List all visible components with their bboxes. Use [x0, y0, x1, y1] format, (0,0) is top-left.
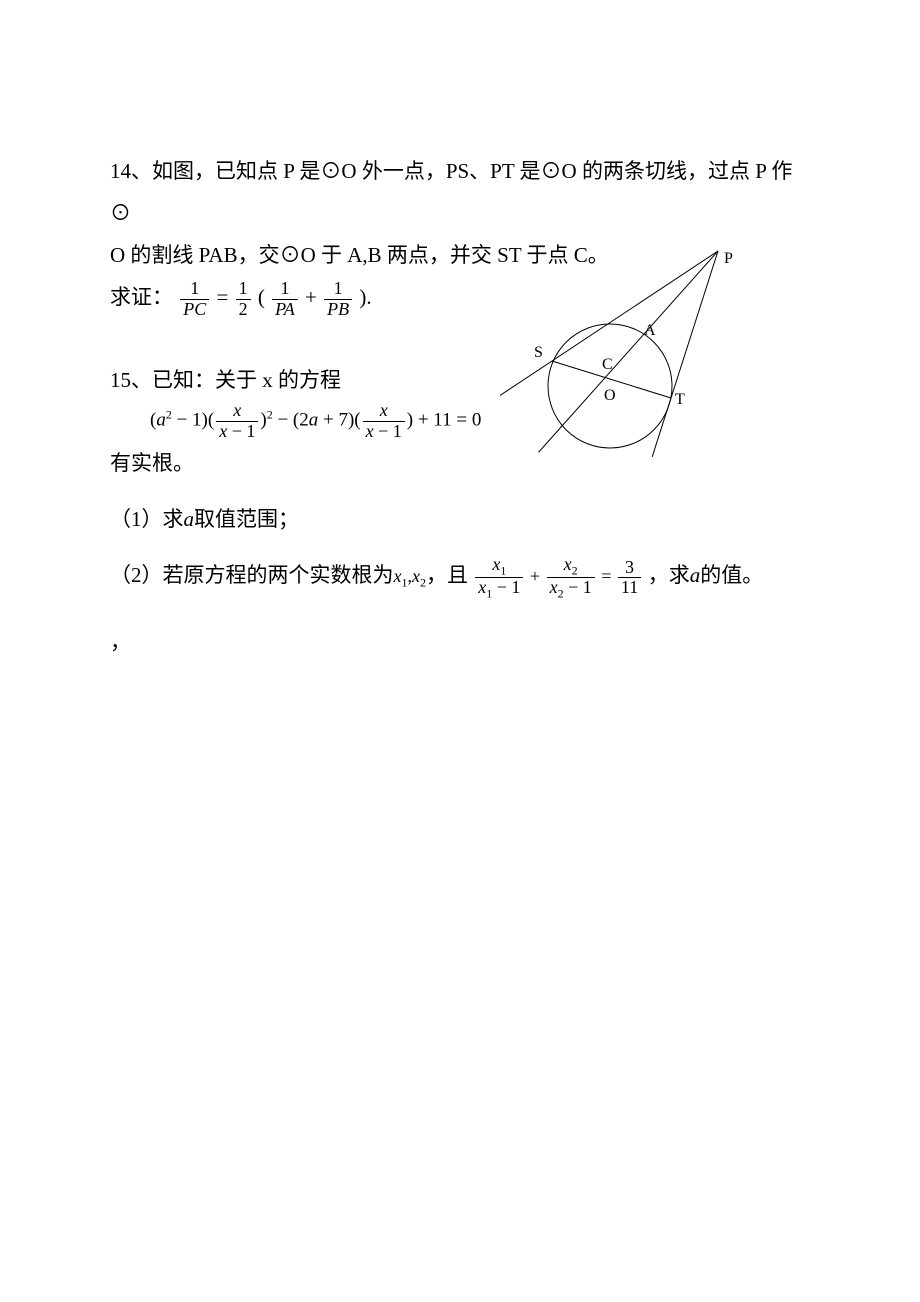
- frac-1-pc: 1PC: [180, 279, 209, 320]
- svg-text:S: S: [534, 344, 543, 361]
- q15-part2: （2）若原方程的两个实数根为x1,x2，且 x1x1 − 1 + x2x2 − …: [110, 554, 810, 601]
- frac-1-pb: 1PB: [324, 279, 352, 320]
- svg-text:P: P: [724, 250, 733, 267]
- q15-part1: （1）求a取值范围；: [110, 498, 810, 540]
- q14-line1: 14、如图，已知点 P 是⊙O 外一点，PS、PT 是⊙O 的两条切线，过点 P…: [110, 150, 810, 234]
- q14-num: 14、: [110, 159, 152, 183]
- frac-1-pa: 1PA: [272, 279, 298, 320]
- svg-text:O: O: [604, 387, 616, 404]
- svg-text:T: T: [675, 391, 685, 408]
- q14: 14、如图，已知点 P 是⊙O 外一点，PS、PT 是⊙O 的两条切线，过点 P…: [110, 150, 810, 319]
- svg-text:C: C: [602, 356, 613, 373]
- q15-text1: 已知：关于 x 的方程: [152, 368, 341, 392]
- q14-prove-row: 求证： 1PC = 12 ( 1PA + 1PB ). PSTACO: [110, 276, 810, 319]
- q14-diagram: P S T A CO: [500, 246, 750, 466]
- q14-prove-label: 求证：: [110, 285, 173, 309]
- frac-1-2: 12: [236, 279, 251, 320]
- q14-text1: 如图，已知点 P 是⊙O 外一点，PS、PT 是⊙O 的两条切线，过点 P 作⊙: [110, 159, 792, 225]
- q15-num: 15、: [110, 368, 152, 392]
- page: 14、如图，已知点 P 是⊙O 外一点，PS、PT 是⊙O 的两条切线，过点 P…: [0, 0, 920, 763]
- q14-formula: 1PC = 12 ( 1PA + 1PB ).: [178, 285, 371, 309]
- svg-text:A: A: [644, 322, 656, 339]
- trailing-comma: ，: [110, 621, 810, 663]
